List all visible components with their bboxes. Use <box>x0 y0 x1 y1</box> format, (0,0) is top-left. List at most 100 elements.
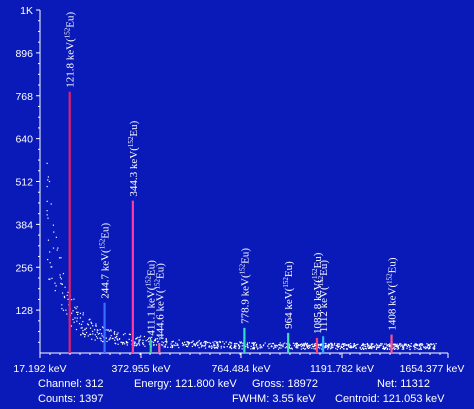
count-point <box>427 343 429 346</box>
count-point <box>393 347 395 349</box>
peak-markers <box>68 91 393 353</box>
count-point <box>343 348 345 350</box>
count-point <box>85 331 88 334</box>
count-point <box>101 326 104 328</box>
y-tick-label: 128 <box>15 305 33 317</box>
count-point <box>253 348 256 350</box>
count-point <box>80 323 83 326</box>
count-point <box>123 341 125 344</box>
count-point <box>89 327 92 329</box>
count-point <box>61 292 64 294</box>
count-point <box>365 345 367 348</box>
count-point <box>415 343 418 346</box>
count-point <box>109 337 111 339</box>
count-point <box>239 341 242 344</box>
y-tick-label: 384 <box>15 219 33 231</box>
count-point <box>237 344 240 346</box>
count-point <box>329 344 331 346</box>
count-point <box>201 344 203 346</box>
count-point <box>327 344 329 346</box>
count-point <box>181 342 184 345</box>
count-point <box>134 343 136 345</box>
count-point <box>389 343 391 345</box>
count-point <box>300 346 302 348</box>
count-point <box>70 325 73 327</box>
count-point <box>216 343 219 345</box>
count-point <box>226 346 228 348</box>
count-point <box>95 323 97 325</box>
count-point <box>208 345 211 347</box>
count-point <box>194 345 196 347</box>
count-point <box>320 344 322 346</box>
count-point <box>116 335 118 338</box>
count-point <box>219 341 221 344</box>
count-point <box>185 343 187 346</box>
count-point <box>83 333 86 336</box>
count-point <box>74 306 76 308</box>
count-point <box>306 346 308 349</box>
count-point <box>388 348 391 350</box>
count-point <box>46 200 48 202</box>
count-point <box>60 282 62 285</box>
count-point <box>247 345 249 347</box>
count-point <box>415 343 417 345</box>
peak-label: 1408 keV(152Eu) <box>386 257 399 330</box>
count-point <box>313 343 316 345</box>
count-point <box>252 346 255 349</box>
count-point <box>415 344 417 346</box>
count-point <box>159 338 161 340</box>
count-point <box>314 348 316 350</box>
count-point <box>308 344 310 346</box>
count-point <box>188 342 191 344</box>
count-point <box>211 345 213 347</box>
count-point <box>309 345 312 347</box>
count-point <box>418 343 420 345</box>
count-point <box>330 347 332 349</box>
count-point <box>435 343 437 345</box>
count-point <box>110 329 112 331</box>
count-point <box>47 179 49 181</box>
count-point <box>387 344 389 346</box>
count-point <box>401 344 403 346</box>
count-point <box>290 347 293 349</box>
count-point <box>302 347 304 349</box>
count-point <box>233 345 236 347</box>
count-point <box>100 340 102 342</box>
count-point <box>187 341 189 343</box>
count-point <box>142 344 145 346</box>
count-point <box>423 346 425 348</box>
count-point <box>396 345 398 348</box>
count-point <box>209 342 212 344</box>
count-point <box>410 345 412 348</box>
count-point <box>337 343 340 345</box>
count-point <box>52 247 55 249</box>
count-point <box>184 341 186 343</box>
count-point <box>416 344 418 346</box>
count-point <box>184 344 186 346</box>
y-tick-label: 896 <box>15 48 33 60</box>
count-point <box>198 340 200 342</box>
count-point <box>300 343 302 346</box>
x-axis-ticks: 17.192 keV 372.955 keV 764.484 keV 1191.782… <box>13 353 464 375</box>
count-point <box>376 344 378 346</box>
count-point <box>259 347 261 349</box>
count-point <box>171 346 173 349</box>
count-point <box>178 339 180 341</box>
count-point <box>151 340 153 343</box>
count-point <box>409 345 411 347</box>
count-point <box>167 346 169 348</box>
count-point <box>253 343 255 345</box>
count-point <box>297 344 299 346</box>
y-tick-label: 1K <box>20 5 33 17</box>
count-point <box>186 345 189 348</box>
count-point <box>54 282 56 284</box>
count-point <box>394 345 396 347</box>
count-point <box>191 341 193 343</box>
count-point <box>335 347 337 350</box>
count-point <box>101 335 103 337</box>
count-point <box>95 325 97 327</box>
count-point <box>129 333 131 336</box>
count-point <box>236 343 238 345</box>
count-point <box>166 342 168 344</box>
